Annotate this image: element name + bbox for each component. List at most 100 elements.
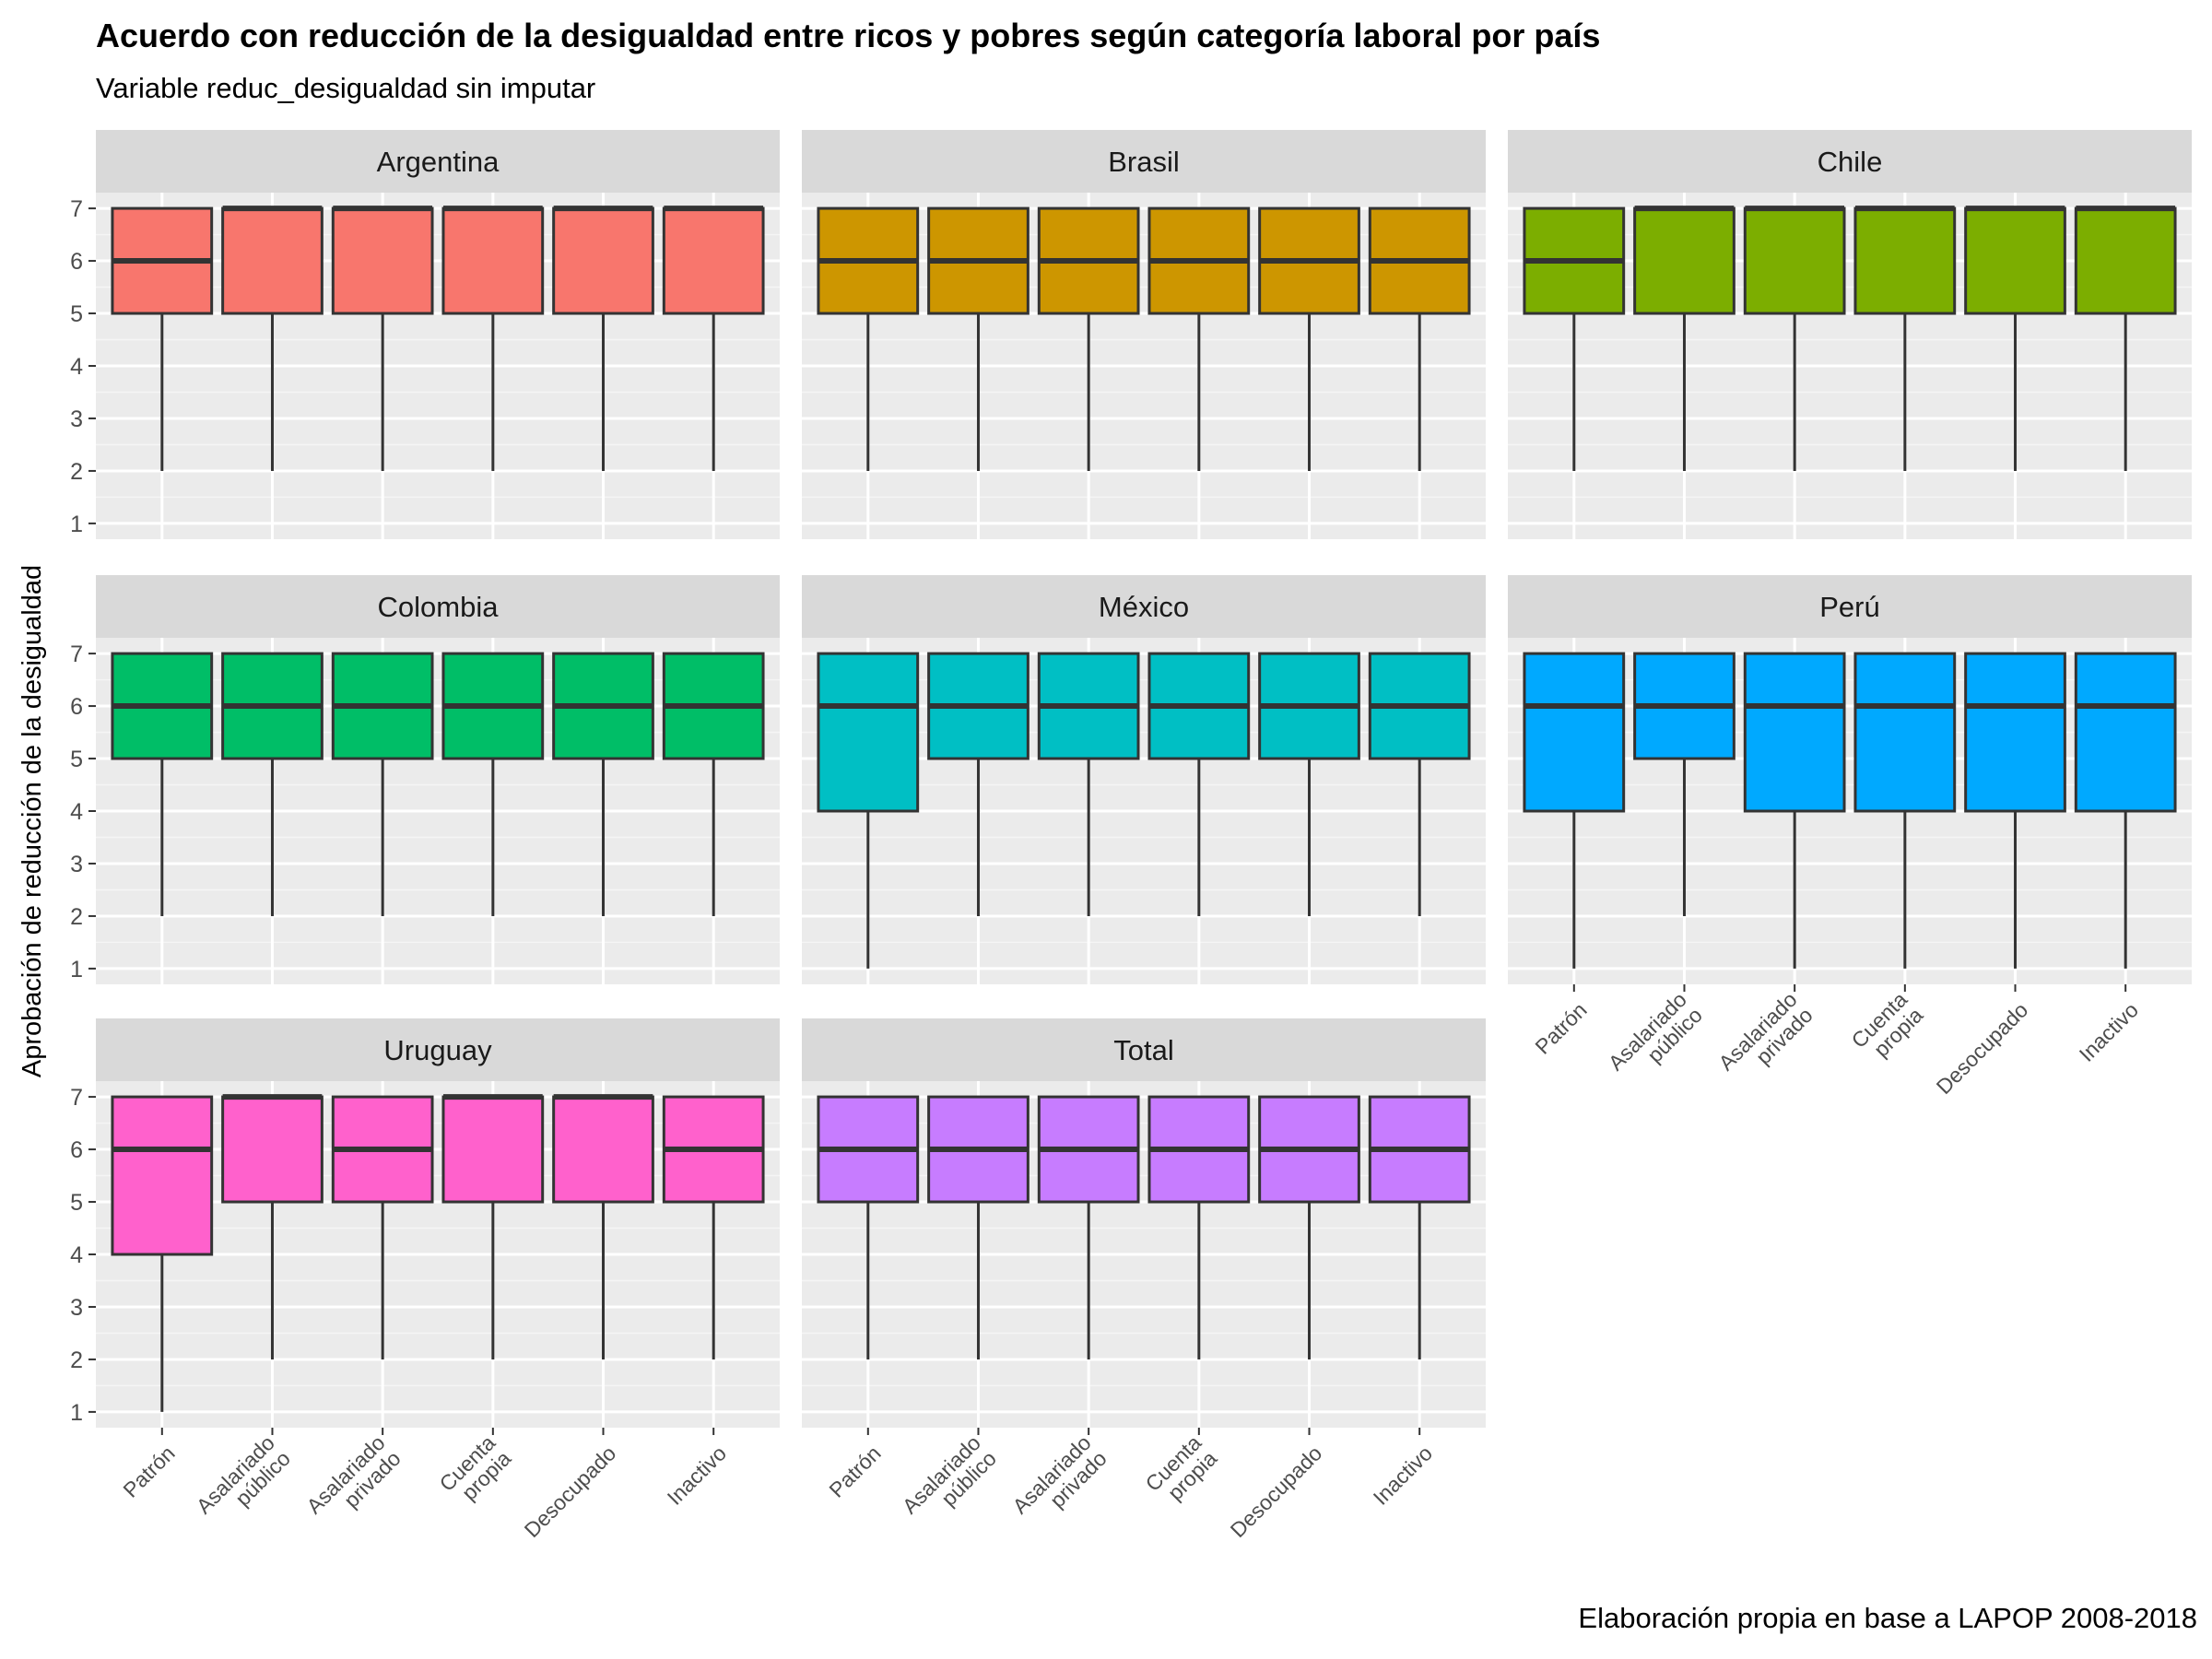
y-tick-label: 5 — [70, 301, 83, 327]
x-tick-label: Inactivo — [1369, 1441, 1437, 1509]
box-brasil-inactivo — [1368, 206, 1471, 471]
facet-label-total: Total — [1113, 1034, 1173, 1066]
box-total-asalariado-publico — [927, 1095, 1030, 1359]
facet-uruguay: Uruguay 1 2 3 4 5 6 7 Patrón Asalariadopúblico Asa… — [70, 1018, 780, 1542]
facet-total: Total Patrón Asalariadopúblico Asalariadopr… — [802, 1018, 1486, 1542]
facet-peru: Perú Patrón Asalariadopúblico Asalariadopri… — [1508, 575, 2192, 1099]
x-tick-label: Patrón — [1530, 997, 1591, 1058]
facet-strip-peru — [1508, 575, 2192, 638]
box-peru-cuenta-propia — [1853, 652, 1957, 969]
facet-argentina: Argentina 1 2 3 4 5 6 7 — [70, 130, 780, 539]
box-iqr — [1964, 206, 2066, 315]
x-tick-label: Desocupado — [1226, 1441, 1327, 1542]
box-total-cuenta-propia — [1147, 1095, 1251, 1359]
facet-strip-argentina — [96, 130, 780, 193]
box-iqr — [221, 206, 324, 315]
box-iqr — [2074, 206, 2177, 315]
box-total-patron — [817, 1095, 920, 1359]
y-axis-title: Aprobación de reducción de la desigualda… — [18, 565, 47, 1077]
y-tick-label: 2 — [70, 904, 83, 930]
x-tick-label: Asalariadopúblico — [1604, 987, 1707, 1090]
facet-strip-colombia — [96, 575, 780, 638]
x-tick-label: Cuentapropia — [1141, 1430, 1222, 1512]
box-colombia-inactivo — [662, 652, 765, 916]
box-mexico-asalariado-privado — [1037, 652, 1140, 916]
box-colombia-asalariado-publico — [221, 652, 324, 916]
box-argentina-patron — [111, 206, 214, 471]
x-tick-label: Inactivo — [663, 1441, 731, 1509]
box-uruguay-asalariado-privado — [331, 1095, 434, 1359]
x-tick-label: Asalariadopúblico — [192, 1430, 295, 1534]
x-tick-label: Asalariadopúblico — [898, 1430, 1001, 1534]
box-mexico-patron — [817, 652, 920, 969]
box-peru-asalariado-privado — [1743, 652, 1846, 969]
y-tick-label: 5 — [70, 1190, 83, 1216]
facet-mexico: México — [802, 575, 1486, 984]
x-tick-label: Cuentapropia — [1847, 987, 1928, 1068]
box-iqr — [1964, 652, 2066, 813]
x-tick-label: Asalariadoprivado — [1713, 987, 1817, 1090]
box-iqr — [552, 206, 654, 315]
box-colombia-asalariado-privado — [331, 652, 434, 916]
chart-title: Acuerdo con reducción de la desigualdad … — [96, 17, 1601, 54]
box-uruguay-patron — [111, 1095, 214, 1412]
box-total-desocupado — [1258, 1095, 1360, 1359]
chart-subtitle: Variable reduc_desigualdad sin imputar — [96, 72, 596, 104]
box-iqr — [1853, 652, 1957, 813]
y-tick-label: 1 — [70, 512, 83, 537]
box-uruguay-cuenta-propia — [441, 1094, 545, 1359]
box-iqr — [662, 206, 765, 315]
y-tick-label: 6 — [70, 694, 83, 720]
y-tick-label: 7 — [70, 1085, 83, 1111]
box-peru-inactivo — [2074, 652, 2177, 969]
box-uruguay-desocupado — [552, 1094, 654, 1359]
facet-label-brasil: Brasil — [1108, 146, 1180, 178]
x-tick-label: Inactivo — [2075, 997, 2143, 1065]
y-tick-label: 3 — [70, 852, 83, 877]
box-colombia-cuenta-propia — [441, 652, 545, 916]
box-brasil-asalariado-publico — [927, 206, 1030, 471]
box-iqr — [1743, 206, 1846, 315]
box-iqr — [111, 1095, 214, 1256]
x-tick-label: Desocupado — [1932, 997, 2033, 1099]
box-chile-cuenta-propia — [1853, 206, 1957, 471]
box-brasil-patron — [817, 206, 920, 471]
box-chile-asalariado-publico — [1633, 206, 1735, 471]
facet-strip-chile — [1508, 130, 2192, 193]
box-iqr — [817, 652, 920, 813]
facet-label-argentina: Argentina — [377, 146, 500, 178]
y-tick-label: 1 — [70, 957, 83, 982]
box-peru-desocupado — [1964, 652, 2066, 969]
box-iqr — [552, 1095, 654, 1204]
box-mexico-inactivo — [1368, 652, 1471, 916]
box-iqr — [1853, 206, 1957, 315]
facet-label-colombia: Colombia — [378, 591, 500, 623]
box-argentina-desocupado — [552, 206, 654, 471]
y-tick-label: 7 — [70, 196, 83, 222]
box-uruguay-asalariado-publico — [221, 1094, 324, 1359]
y-tick-label: 1 — [70, 1400, 83, 1426]
box-iqr — [441, 206, 545, 315]
box-iqr — [1523, 652, 1626, 813]
facet-strip-uruguay — [96, 1018, 780, 1081]
box-mexico-desocupado — [1258, 652, 1360, 916]
y-tick-label: 6 — [70, 249, 83, 275]
box-uruguay-inactivo — [662, 1095, 765, 1359]
box-total-inactivo — [1368, 1095, 1471, 1359]
facet-label-mexico: México — [1099, 591, 1189, 623]
chart-caption: Elaboración propia en base a LAPOP 2008-… — [1578, 1602, 2197, 1634]
box-chile-inactivo — [2074, 206, 2177, 471]
y-tick-label: 6 — [70, 1137, 83, 1163]
box-argentina-cuenta-propia — [441, 206, 545, 471]
box-iqr — [331, 206, 434, 315]
facet-strip-total — [802, 1018, 1486, 1081]
x-tick-label: Asalariadoprivado — [1007, 1430, 1111, 1534]
box-mexico-asalariado-publico — [927, 652, 1030, 916]
x-tick-label: Desocupado — [520, 1441, 621, 1542]
box-colombia-desocupado — [552, 652, 654, 916]
y-tick-label: 4 — [70, 799, 83, 825]
facet-label-chile: Chile — [1818, 146, 1883, 178]
y-tick-label: 3 — [70, 1295, 83, 1321]
x-tick-label: Patrón — [824, 1441, 885, 1501]
